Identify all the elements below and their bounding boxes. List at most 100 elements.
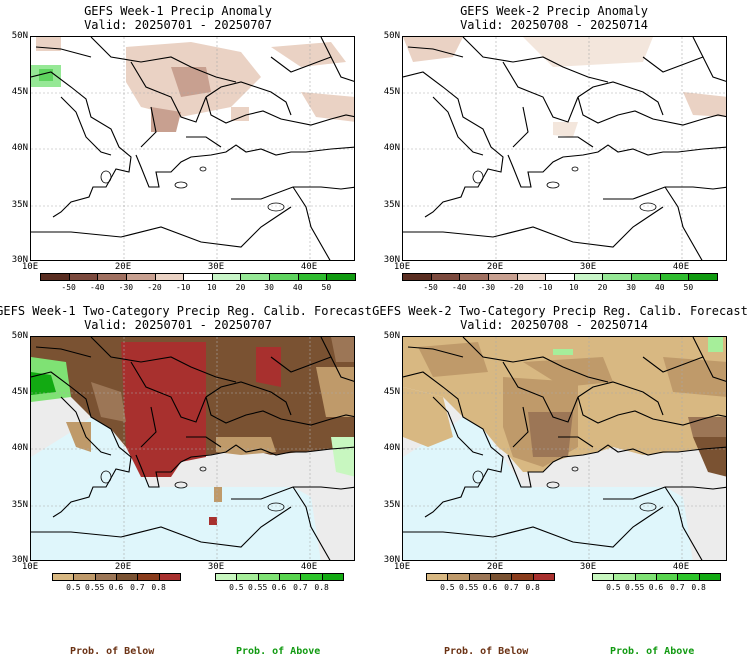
colorbar-tick-label: -50 (61, 283, 76, 292)
lat-label: 50N (11, 31, 28, 41)
lon-label: 30E (579, 562, 597, 572)
map-canvas (31, 337, 354, 560)
panel-week2-probability: GEFS Week-2 Two-Category Precip Reg. Cal… (372, 300, 752, 662)
map-canvas (403, 337, 726, 560)
lat-label: 45N (11, 387, 28, 397)
colorbar-tick-label: -10 (537, 283, 553, 292)
panel-valid-dates: Valid: 20250701 - 20250707 (84, 318, 272, 332)
colorbar-tick-label: 20 (235, 283, 246, 292)
colorbar-swatch (468, 573, 491, 581)
lat-label: 35N (11, 500, 28, 510)
colorbar-swatch (215, 573, 238, 581)
colorbar-tick-label: -30 (480, 283, 496, 292)
panel-valid-dates: Valid: 20250708 - 20250714 (460, 18, 648, 32)
map-grid (403, 337, 726, 560)
coastlines (31, 37, 354, 260)
colorbar-tick-label: 30 (264, 283, 274, 292)
lat-label: 45N (383, 387, 400, 397)
colorbar-swatch (236, 573, 259, 581)
colorbar-swatch (602, 273, 633, 281)
colorbar-tick-label: 0.8 (525, 583, 540, 592)
colorbar-swatch (94, 573, 117, 581)
colorbar-swatch (211, 273, 242, 281)
lon-label: 10E (21, 262, 39, 272)
map-week2-probability (402, 336, 727, 561)
colorbar-swatch (573, 273, 604, 281)
islands (472, 166, 657, 212)
lat-label: 30N (383, 255, 400, 265)
lat-label: 40N (383, 143, 400, 153)
below-colorbar: 0.5 0.55 0.6 0.7 0.8 (426, 573, 555, 595)
map-canvas (403, 37, 726, 260)
colorbar-tick-label: 0.5 (440, 583, 455, 592)
colorbar-tick-label: 0.6 (648, 583, 664, 592)
colorbar-swatch (125, 273, 156, 281)
lon-label: 30E (207, 562, 225, 572)
below-colorbar: 0.5 0.55 0.6 0.7 0.8 (52, 573, 181, 595)
coastlines (403, 37, 726, 260)
panel-title: GEFS Week-1 Precip Anomaly (84, 4, 272, 18)
lon-label: 20E (486, 562, 504, 572)
colorbar-tick-label: 0.7 (293, 583, 308, 592)
lat-label: 30N (11, 555, 28, 565)
colorbar-swatch (532, 573, 555, 581)
colorbar-tick-label: -20 (147, 283, 162, 292)
colorbar-swatch (402, 273, 432, 281)
panel-week1-probability: GEFS Week-1 Two-Category Precip Reg. Cal… (0, 300, 376, 662)
lon-label: 10E (21, 562, 39, 572)
panel-valid-dates: Valid: 20250708 - 20250714 (460, 318, 648, 332)
colorbar-swatch (656, 573, 679, 581)
colorbar-tick-label: 0.5 (66, 583, 81, 592)
colorbar-tick-label: 0.5 (229, 583, 244, 592)
lon-label: 40E (300, 262, 318, 272)
lat-label: 40N (383, 443, 400, 453)
colorbar-swatch (158, 573, 181, 581)
anomaly-colorbar: -50 -40 -30 -20 -10 10 20 30 40 50 (40, 273, 356, 295)
anomaly-colorbar: -50 -40 -30 -20 -10 10 20 30 40 50 (402, 273, 718, 295)
colorbar-swatch (511, 573, 534, 581)
colorbar-swatch (447, 573, 470, 581)
colorbar-swatch (154, 273, 185, 281)
colorbar-tick-label: 0.6 (482, 583, 498, 592)
lat-label: 30N (11, 255, 28, 265)
anomaly-shading (403, 37, 726, 137)
map-grid (31, 37, 354, 260)
colorbar-swatch (116, 573, 139, 581)
colorbar-swatch (490, 573, 513, 581)
colorbar-tick-label: 20 (597, 283, 608, 292)
colorbar-swatch (52, 573, 75, 581)
colorbar-tick-label: 40 (292, 283, 303, 292)
colorbar-swatch (183, 273, 213, 281)
colorbar-swatch (677, 573, 700, 581)
colorbar-tick-label: 0.7 (504, 583, 519, 592)
colorbar-swatch (321, 573, 344, 581)
colorbar-tick-label: -30 (118, 283, 134, 292)
lat-label: 30N (383, 555, 400, 565)
colorbar-swatch (698, 573, 721, 581)
colorbar-swatch (592, 573, 615, 581)
islands (472, 466, 657, 512)
map-week1-anomaly (30, 36, 355, 261)
lat-label: 35N (383, 200, 400, 210)
panel-week2-anomaly: GEFS Week-2 Precip Anomaly Valid: 202507… (376, 0, 752, 292)
map-week2-anomaly (402, 36, 727, 261)
coastlines (31, 337, 354, 560)
colorbar-tick-label: 0.5 (606, 583, 621, 592)
lon-label: 40E (300, 562, 318, 572)
lat-label: 50N (383, 331, 400, 341)
colorbar-swatch (459, 273, 489, 281)
colorbar-tick-label: 0.55 (85, 583, 105, 592)
colorbar-tick-label: 0.8 (691, 583, 706, 592)
colorbar-swatch (516, 273, 547, 281)
colorbar-tick-label: 0.7 (670, 583, 685, 592)
colorbar-tick-label: 50 (321, 283, 332, 292)
colorbar-tick-label: 10 (206, 283, 217, 292)
colorbar-swatch (73, 573, 96, 581)
lon-label: 20E (486, 262, 504, 272)
colorbar-swatch (631, 273, 661, 281)
prob-below-label: Prob. of Below (444, 646, 529, 657)
colorbar-swatch (297, 273, 328, 281)
lon-label: 30E (579, 262, 597, 272)
map-week1-probability (30, 336, 355, 561)
lon-label: 40E (672, 562, 690, 572)
